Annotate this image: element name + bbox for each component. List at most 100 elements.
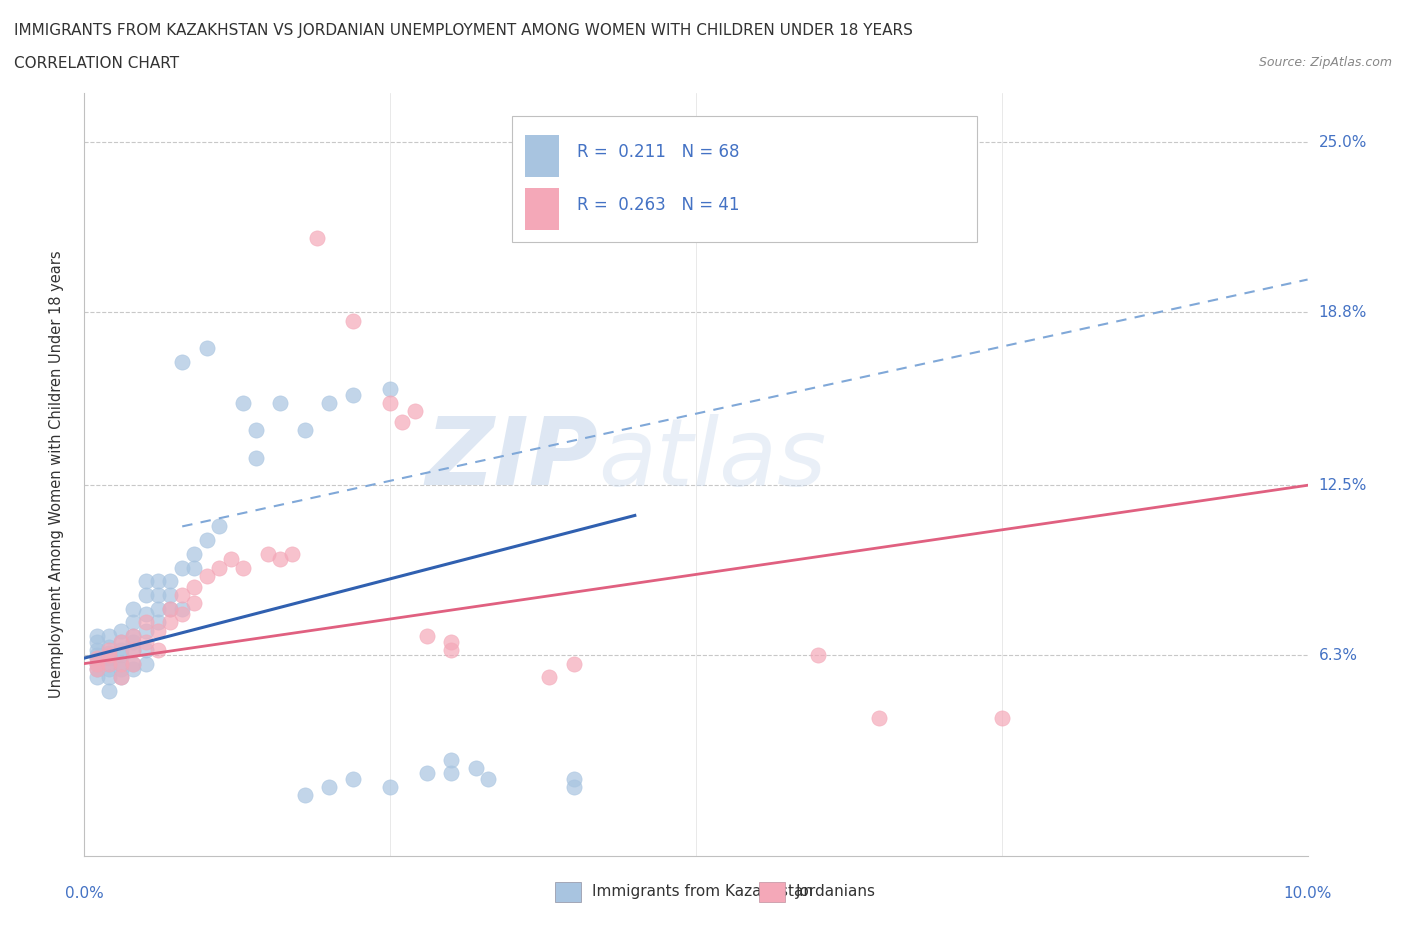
- Point: [380, 779, 402, 794]
- Point: [135, 657, 157, 671]
- Point: [110, 657, 132, 671]
- Point: [318, 779, 340, 794]
- Point: [86, 661, 108, 676]
- Point: [122, 657, 145, 671]
- Point: [869, 711, 891, 726]
- Point: [86, 651, 108, 666]
- Text: Immigrants from Kazakhstan: Immigrants from Kazakhstan: [592, 884, 813, 899]
- Bar: [524, 188, 560, 231]
- Point: [172, 588, 194, 603]
- Point: [440, 752, 463, 767]
- Point: [208, 519, 231, 534]
- Point: [110, 643, 132, 658]
- Point: [110, 657, 132, 671]
- Text: IMMIGRANTS FROM KAZAKHSTAN VS JORDANIAN UNEMPLOYMENT AMONG WOMEN WITH CHILDREN U: IMMIGRANTS FROM KAZAKHSTAN VS JORDANIAN …: [14, 23, 912, 38]
- Point: [391, 415, 413, 430]
- Text: R =  0.263   N = 41: R = 0.263 N = 41: [578, 196, 740, 214]
- Text: Source: ZipAtlas.com: Source: ZipAtlas.com: [1258, 56, 1392, 69]
- Point: [281, 547, 304, 562]
- Point: [86, 651, 108, 666]
- Point: [122, 634, 145, 649]
- Point: [110, 670, 132, 684]
- Point: [183, 579, 205, 594]
- Point: [146, 588, 169, 603]
- Point: [110, 670, 132, 684]
- Point: [245, 450, 267, 465]
- Point: [807, 648, 830, 663]
- Point: [440, 766, 463, 781]
- Point: [440, 643, 463, 658]
- Point: [208, 560, 231, 575]
- Point: [195, 340, 218, 355]
- Point: [318, 395, 340, 410]
- Point: [122, 661, 145, 676]
- Point: [135, 588, 157, 603]
- Point: [538, 670, 561, 684]
- Point: [146, 574, 169, 589]
- Point: [97, 670, 120, 684]
- Point: [404, 404, 426, 418]
- Point: [159, 588, 181, 603]
- Point: [97, 661, 120, 676]
- Text: 18.8%: 18.8%: [1319, 305, 1367, 320]
- Point: [245, 423, 267, 438]
- Point: [146, 615, 169, 630]
- Point: [195, 533, 218, 548]
- Point: [159, 602, 181, 617]
- Point: [183, 596, 205, 611]
- Point: [269, 551, 291, 566]
- Text: 12.5%: 12.5%: [1319, 478, 1367, 493]
- Point: [305, 231, 328, 246]
- Text: 25.0%: 25.0%: [1319, 135, 1367, 150]
- Point: [172, 606, 194, 621]
- Point: [86, 670, 108, 684]
- Point: [172, 560, 194, 575]
- Point: [135, 623, 157, 638]
- Point: [110, 623, 132, 638]
- Point: [97, 629, 120, 644]
- Text: ZIP: ZIP: [425, 413, 598, 505]
- Point: [122, 629, 145, 644]
- Point: [269, 395, 291, 410]
- Point: [122, 629, 145, 644]
- Point: [159, 602, 181, 617]
- Text: Jordanians: Jordanians: [796, 884, 876, 899]
- FancyBboxPatch shape: [513, 116, 977, 242]
- Point: [991, 711, 1014, 726]
- Point: [135, 634, 157, 649]
- Point: [172, 602, 194, 617]
- Point: [172, 354, 194, 369]
- Point: [183, 560, 205, 575]
- Point: [342, 387, 364, 402]
- Text: 6.3%: 6.3%: [1319, 648, 1358, 663]
- Point: [97, 645, 120, 660]
- Point: [97, 657, 120, 671]
- Point: [122, 657, 145, 671]
- Point: [232, 395, 254, 410]
- Text: R =  0.211   N = 68: R = 0.211 N = 68: [578, 142, 740, 161]
- Point: [146, 602, 169, 617]
- Point: [86, 643, 108, 658]
- Text: 0.0%: 0.0%: [65, 886, 104, 901]
- Point: [86, 648, 108, 663]
- Point: [135, 643, 157, 658]
- Point: [562, 657, 585, 671]
- Bar: [524, 135, 560, 177]
- Point: [146, 623, 169, 638]
- Point: [97, 640, 120, 655]
- Point: [440, 634, 463, 649]
- Y-axis label: Unemployment Among Women with Children Under 18 years: Unemployment Among Women with Children U…: [49, 250, 63, 698]
- Point: [97, 648, 120, 663]
- Point: [86, 657, 108, 671]
- Point: [146, 643, 169, 658]
- Point: [97, 651, 120, 666]
- Point: [416, 629, 439, 644]
- Point: [416, 766, 439, 781]
- Point: [110, 661, 132, 676]
- Point: [86, 634, 108, 649]
- Point: [110, 634, 132, 649]
- Point: [159, 574, 181, 589]
- Point: [86, 661, 108, 676]
- Point: [342, 313, 364, 328]
- Point: [122, 602, 145, 617]
